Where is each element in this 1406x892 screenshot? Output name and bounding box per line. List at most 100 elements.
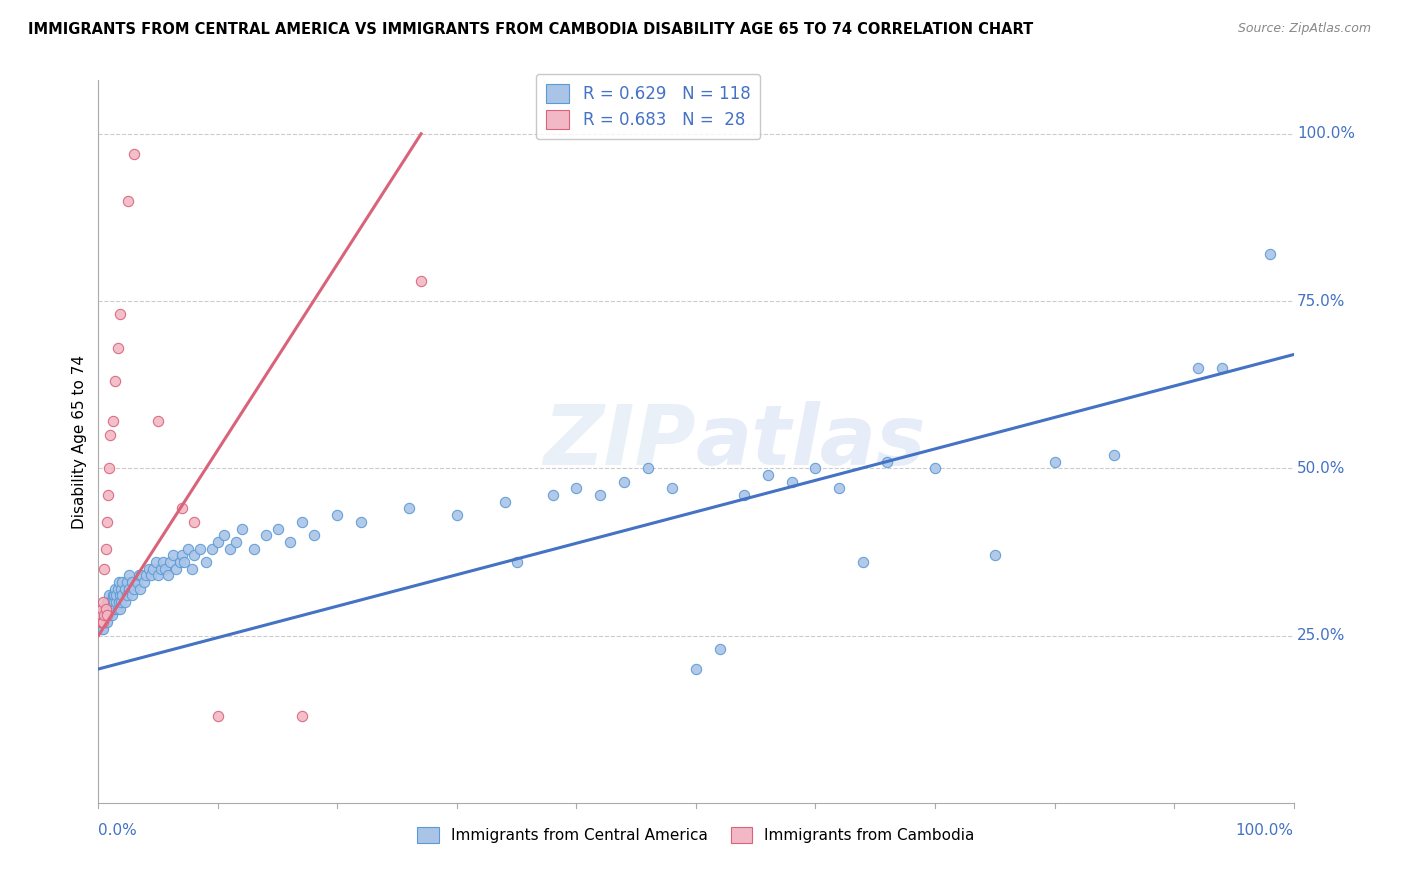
Point xyxy=(685,662,707,676)
Point xyxy=(96,515,118,529)
Point xyxy=(589,488,612,502)
Point xyxy=(225,534,247,549)
Point xyxy=(291,515,314,529)
Point xyxy=(91,622,114,636)
Point xyxy=(780,475,803,489)
Point xyxy=(661,482,683,496)
Point xyxy=(107,341,129,355)
Point xyxy=(97,608,120,623)
Point xyxy=(1258,247,1281,261)
Point xyxy=(100,608,122,623)
Point xyxy=(94,608,117,623)
Point xyxy=(89,615,111,630)
Point xyxy=(180,562,202,576)
Point xyxy=(124,582,146,596)
Point xyxy=(105,589,128,603)
Point xyxy=(97,595,120,609)
Y-axis label: Disability Age 65 to 74: Disability Age 65 to 74 xyxy=(72,354,87,529)
Point xyxy=(124,147,146,161)
Point xyxy=(105,595,128,609)
Point xyxy=(165,562,187,576)
Point xyxy=(142,562,165,576)
Text: 100.0%: 100.0% xyxy=(1298,127,1355,141)
Point xyxy=(541,488,564,502)
Point xyxy=(613,475,636,489)
Point xyxy=(398,501,420,516)
Point xyxy=(103,589,125,603)
Point xyxy=(565,482,588,496)
Point xyxy=(149,562,172,576)
Point xyxy=(172,548,194,563)
Point xyxy=(107,595,129,609)
Point xyxy=(94,541,117,556)
Point xyxy=(155,562,177,576)
Point xyxy=(177,541,200,556)
Text: IMMIGRANTS FROM CENTRAL AMERICA VS IMMIGRANTS FROM CAMBODIA DISABILITY AGE 65 TO: IMMIGRANTS FROM CENTRAL AMERICA VS IMMIG… xyxy=(28,22,1033,37)
Point xyxy=(446,508,468,523)
Point xyxy=(506,555,529,569)
Text: 0.0%: 0.0% xyxy=(98,823,138,838)
Point xyxy=(104,375,127,389)
Point xyxy=(709,642,731,657)
Point xyxy=(93,608,115,623)
Point xyxy=(97,602,120,616)
Point xyxy=(138,562,160,576)
Point xyxy=(876,455,898,469)
Point xyxy=(101,602,124,616)
Point xyxy=(96,595,118,609)
Point xyxy=(173,555,195,569)
Point xyxy=(156,568,179,582)
Point xyxy=(98,427,122,442)
Point xyxy=(114,595,136,609)
Point xyxy=(131,568,153,582)
Point xyxy=(93,608,115,623)
Point xyxy=(111,575,134,590)
Point xyxy=(91,608,114,623)
Text: atlas: atlas xyxy=(696,401,927,482)
Point xyxy=(107,575,129,590)
Point xyxy=(302,528,325,542)
Point xyxy=(90,615,112,630)
Point xyxy=(94,602,117,616)
Point xyxy=(108,602,131,616)
Point xyxy=(148,568,170,582)
Point xyxy=(1211,361,1233,376)
Text: 50.0%: 50.0% xyxy=(1298,461,1346,475)
Point xyxy=(98,595,122,609)
Point xyxy=(219,541,242,556)
Point xyxy=(118,582,141,596)
Point xyxy=(852,555,875,569)
Point xyxy=(804,461,827,475)
Point xyxy=(243,541,266,556)
Point xyxy=(984,548,1007,563)
Point xyxy=(201,541,224,556)
Point xyxy=(91,602,114,616)
Point xyxy=(91,615,114,630)
Point xyxy=(278,534,301,549)
Point xyxy=(91,608,114,623)
Point xyxy=(98,602,121,616)
Point xyxy=(326,508,349,523)
Point xyxy=(195,555,218,569)
Point xyxy=(291,708,314,723)
Point xyxy=(1043,455,1066,469)
Point xyxy=(91,615,114,630)
Point xyxy=(231,521,253,535)
Point xyxy=(924,461,946,475)
Point xyxy=(98,602,122,616)
Point xyxy=(101,589,124,603)
Point xyxy=(183,548,205,563)
Point xyxy=(207,534,229,549)
Point xyxy=(172,501,194,516)
Point xyxy=(93,562,115,576)
Point xyxy=(96,608,118,623)
Point xyxy=(139,568,162,582)
Point xyxy=(94,602,117,616)
Point xyxy=(267,521,290,535)
Point xyxy=(91,615,114,630)
Point xyxy=(145,555,167,569)
Point xyxy=(111,589,134,603)
Point xyxy=(118,568,141,582)
Text: 25.0%: 25.0% xyxy=(1298,628,1346,643)
Point xyxy=(125,575,148,590)
